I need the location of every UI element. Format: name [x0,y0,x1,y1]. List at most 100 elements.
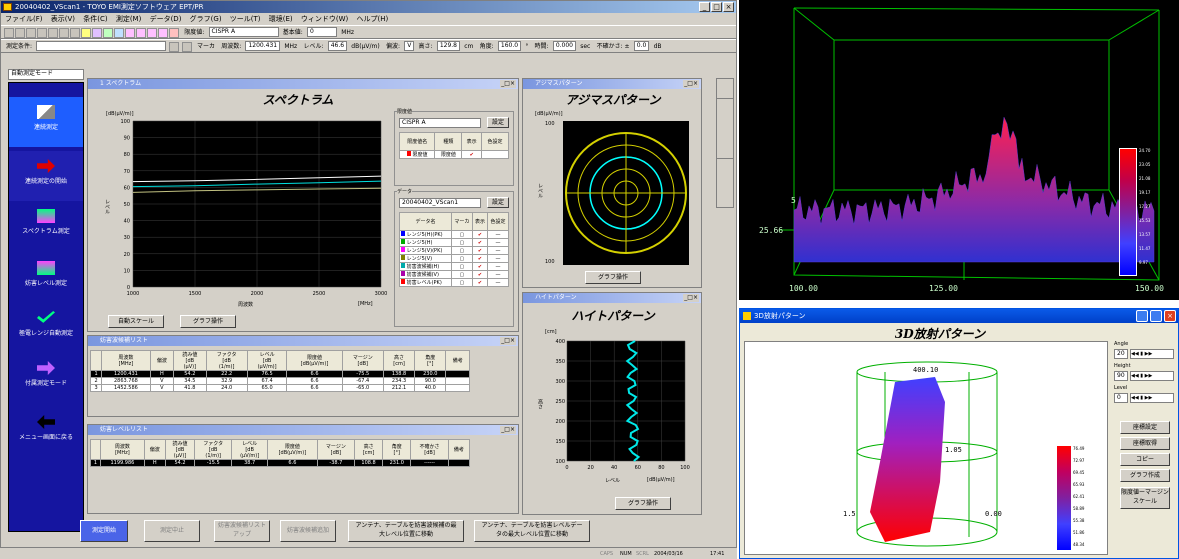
color-cell[interactable] [480,150,510,159]
color-cell[interactable]: — [487,270,509,279]
table-row[interactable]: 限度値 限度値 ✔ [398,150,510,159]
window-icon[interactable] [70,28,80,38]
menu-view[interactable]: 表示(V) [50,15,75,23]
sidebar-item-range[interactable]: 極電レンジ自動測定 [9,311,83,351]
move-to-level-button[interactable]: アンテナ、テーブルを妨害レベルデー タの最大レベル位置に移動 [474,520,590,542]
preview-icon[interactable] [48,28,58,38]
print-icon[interactable] [37,28,47,38]
menu-help[interactable]: ヘルプ(H) [356,15,389,23]
color-cell[interactable]: — [487,262,509,271]
limit-group-select[interactable]: CISPR A [399,118,481,128]
azimuth-window-controls[interactable]: _□× [683,80,699,88]
levels-window-controls[interactable]: _□× [500,426,516,434]
help-icon[interactable] [81,28,91,38]
sidebar-item-continuous[interactable]: 連続測定 [9,97,83,147]
limit-setting-button[interactable]: 設定 [487,117,509,128]
sidebar-item-spectrum[interactable]: スペクトラム測定 [9,209,83,249]
measure-stop-button[interactable]: 測定中止 [144,520,200,542]
sidebar-item-back[interactable]: メニュー画面に戻る [9,415,83,455]
table-row[interactable]: 2 2863.768 V 34.5 32.9 67.4 6.6 -67.4 234.3 90.0 [89,377,470,385]
chart3-icon[interactable] [114,28,124,38]
candidates-window-controls[interactable]: _□× [500,337,516,345]
chart2-icon[interactable] [103,28,113,38]
new-file-icon[interactable] [4,28,14,38]
table-row[interactable]: 妨害波候補(H) ▢ ✔ — [399,262,509,271]
move-to-candidate-button[interactable]: アンテナ、テーブルを妨害波候補の最 大レベル位置に移動 [348,520,464,542]
level-input[interactable]: 0 [1114,393,1128,403]
table-row[interactable]: 妨害レベル(PK) ▢ ✔ — [399,278,509,287]
height-slider[interactable]: ◀◀ ▮ ▶▶ [1130,371,1174,381]
marker-checkbox[interactable]: ▢ [450,262,473,271]
table-row[interactable]: 1 1200.431 H 54.2 22.2 76.5 6.6 -75.5 138.8 230.0 [89,370,470,378]
show-checkbox[interactable]: ✔ [471,230,489,239]
show-checkbox[interactable]: ✔ [471,254,489,263]
height-input[interactable]: 90 [1114,371,1128,381]
spectrum-graph-button[interactable]: グラフ操作 [180,315,236,328]
spectrum-window-controls[interactable]: _□× [500,80,516,88]
coord-get-button[interactable]: 座標取得 [1120,437,1170,450]
radiation-min-button[interactable] [1136,310,1148,322]
graph-create-button[interactable]: グラフ作成 [1120,469,1170,482]
table-row[interactable]: レンジ5(V)(PK) ▢ ✔ — [399,246,509,255]
azimuth-graph-button[interactable]: グラフ操作 [585,271,641,284]
height-window-controls[interactable]: _□× [683,294,699,302]
menu-data[interactable]: データ(D) [149,15,182,23]
close-button[interactable]: × [723,2,734,12]
maximize-button[interactable]: □ [711,2,722,12]
side-tab-icon[interactable] [717,79,733,99]
menu-file[interactable]: ファイル(F) [5,15,43,23]
marker-checkbox[interactable]: ▢ [450,270,473,279]
marker-checkbox[interactable]: ▢ [450,278,473,287]
open-file-icon[interactable] [15,28,25,38]
menu-measure[interactable]: 測定(M) [115,15,142,23]
menu-tool[interactable]: ツール(T) [229,15,261,23]
color-cell[interactable]: — [487,246,509,255]
autoscale-button[interactable]: 自動スケール [108,315,164,328]
marker3-icon[interactable] [147,28,157,38]
marker-checkbox[interactable]: ▢ [450,230,473,239]
color-cell[interactable]: — [487,230,509,239]
sidebar-item-start[interactable]: 連続測定の開始 [9,151,83,201]
sidebar-item-extra[interactable]: 付属測定モード [9,361,83,401]
basic-input[interactable]: 0 [307,27,337,37]
table-row[interactable]: 3 1452.586 V 41.8 24.0 65.0 6.6 -65.0 212.1 40.0 [89,384,470,392]
margin-scale-button[interactable]: 限度値ーマージンスケール [1120,487,1170,509]
marker-toggle-icon[interactable] [181,42,192,52]
marker-icon[interactable] [125,28,135,38]
menu-graph[interactable]: グラフ(G) [189,15,222,23]
sidebar-item-level[interactable]: 妨害レベル測定 [9,261,83,301]
radiation-max-button[interactable] [1150,310,1162,322]
side-tab-1[interactable] [717,99,733,159]
level-slider[interactable]: ◀◀ ▮ ▶▶ [1130,393,1174,403]
marker2-icon[interactable] [136,28,146,38]
marker-checkbox[interactable]: ▢ [450,238,473,247]
menu-window[interactable]: ウィンドウ(W) [300,15,349,23]
table-row[interactable]: レンジ5(H) ▢ ✔ — [399,238,509,247]
menu-env[interactable]: 環境(E) [268,15,293,23]
copy-button[interactable]: コピー [1120,453,1170,466]
color-cell[interactable]: — [487,238,509,247]
angle-slider[interactable]: ◀◀ ▮ ▶▶ [1130,349,1174,359]
minimize-button[interactable]: _ [699,2,710,12]
marker-checkbox[interactable]: ▢ [450,254,473,263]
height-graph-button[interactable]: グラフ操作 [615,497,671,510]
limit-select[interactable]: CISPR A [208,27,279,37]
chart-icon[interactable] [92,28,102,38]
mode-select[interactable]: 自動測定モード [8,69,84,80]
measure-start-button[interactable]: 測定開始 [80,520,128,542]
data-setting-button[interactable]: 設定 [487,197,509,208]
data-group-select[interactable]: 20040402_VScan1 [399,198,481,208]
show-checkbox[interactable]: ✔ [471,262,489,271]
marker4-icon[interactable] [158,28,168,38]
marker-checkbox[interactable]: ▢ [450,246,473,255]
show-checkbox[interactable]: ✔ [471,270,489,279]
angle-input[interactable]: 20 [1114,349,1128,359]
table-row[interactable]: 1 1199.986 H 54.2 -15.5 38.7 6.6 -38.7 108.8 231.… [89,459,471,467]
table-row[interactable]: レンジ5(V) ▢ ✔ — [399,254,509,263]
table-row[interactable]: 妨害波候補(V) ▢ ✔ — [399,270,509,279]
color-cell[interactable]: — [487,278,509,287]
menu-condition[interactable]: 条件(C) [83,15,108,23]
radiation-close-button[interactable]: × [1164,310,1176,322]
candidate-listup-button[interactable]: 妨害波候補リスト アップ [214,520,270,542]
show-checkbox[interactable]: ✔ [471,238,489,247]
